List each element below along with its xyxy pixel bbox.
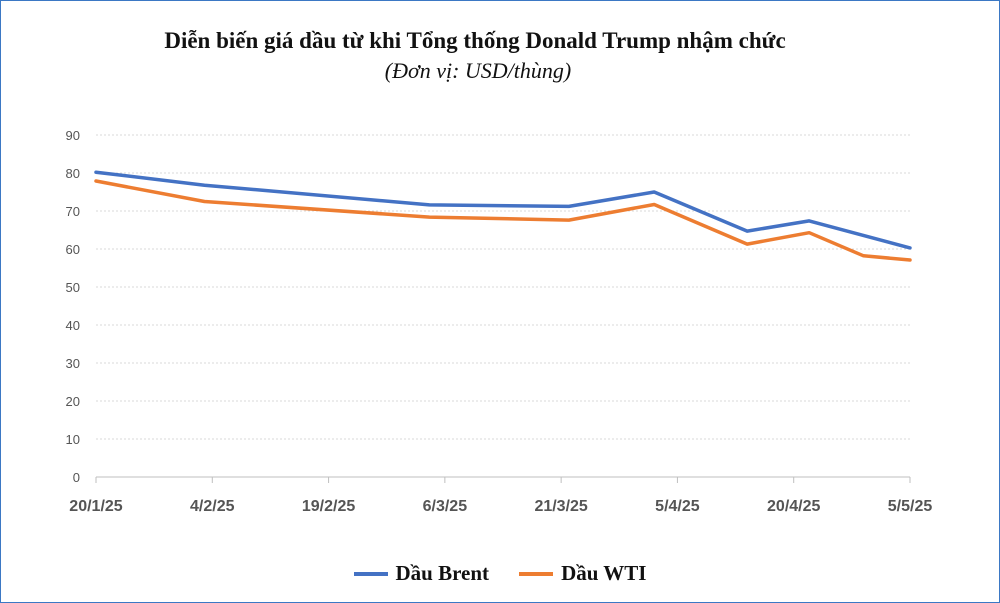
x-axis: 20/1/25 4/2/25 19/2/25 6/3/25 21/3/25 5/4/25 2… <box>69 476 933 515</box>
x-tick-label: 19/2/25 <box>302 498 355 515</box>
legend-swatch-brent <box>353 571 388 576</box>
y-tick-label: 40 <box>66 318 80 333</box>
legend-item-wti: Dầu WTI <box>519 561 646 586</box>
x-tick-label: 5/4/25 <box>655 498 700 515</box>
legend: Dầu Brent Dầu WTI <box>0 561 1000 586</box>
y-tick-label: 80 <box>66 166 80 181</box>
legend-label-brent: Dầu Brent <box>395 561 490 585</box>
y-tick-label: 70 <box>66 204 80 219</box>
x-tick-label: 5/5/25 <box>888 498 933 515</box>
chart-title: Diễn biến giá dầu từ khi Tổng thống Dona… <box>164 28 786 53</box>
series-line-brent <box>94 170 912 250</box>
chart-subtitle: (Đơn vị: USD/thùng) <box>384 58 572 83</box>
y-tick-label: 10 <box>66 432 80 447</box>
y-tick-label: 90 <box>66 128 80 143</box>
legend-label-wti: Dầu WTI <box>561 561 647 585</box>
y-tick-label: 20 <box>66 394 80 409</box>
x-tick-label: 6/3/25 <box>423 498 468 515</box>
gridlines <box>96 134 910 440</box>
x-tick-label: 20/1/25 <box>69 498 122 515</box>
y-tick-label: 50 <box>66 280 80 295</box>
y-tick-label: 30 <box>66 356 80 371</box>
series-line-wti <box>94 179 912 262</box>
y-tick-label: 0 <box>73 470 80 485</box>
legend-item-brent: Dầu Brent <box>353 561 490 586</box>
y-axis-ticks: 0 10 20 30 40 50 60 70 80 90 <box>66 128 80 485</box>
x-tick-label: 4/2/25 <box>190 498 235 515</box>
legend-swatch-wti <box>519 571 554 576</box>
series-lines <box>94 170 912 262</box>
x-tick-label: 21/3/25 <box>534 498 587 515</box>
x-tick-label: 20/4/25 <box>767 498 820 515</box>
y-tick-label: 60 <box>66 242 80 257</box>
